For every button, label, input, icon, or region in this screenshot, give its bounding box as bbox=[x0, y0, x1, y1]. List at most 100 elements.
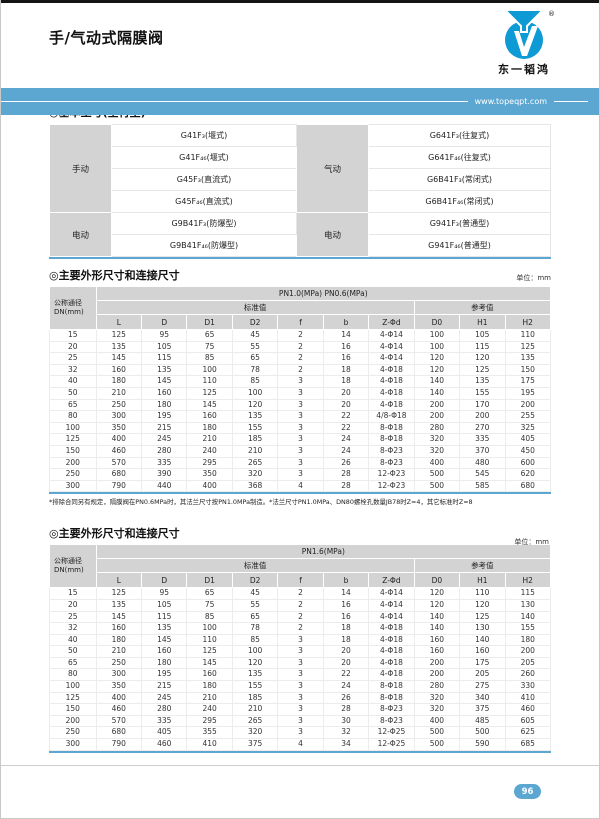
table-cell: 15 bbox=[49, 587, 97, 600]
table-cell: 125 bbox=[186, 645, 233, 658]
table-cell: 200 bbox=[459, 410, 506, 423]
standard-values-header: 标准值 bbox=[95, 300, 415, 315]
table-cell: 325 bbox=[504, 422, 552, 435]
table-cell: 240 bbox=[186, 445, 233, 458]
table-cell: 320 bbox=[231, 468, 279, 481]
table-cell: 140 bbox=[504, 611, 552, 624]
table-cell: 320 bbox=[413, 692, 461, 705]
table-cell: 110 bbox=[504, 329, 552, 342]
table-cell: 8-Φ18 bbox=[368, 422, 415, 435]
standard-values-header: 标准值 bbox=[95, 558, 415, 574]
table-cell: 440 bbox=[141, 480, 188, 493]
table-cell: 28 bbox=[322, 480, 370, 493]
table-cell: 400 bbox=[95, 433, 143, 446]
table-row: 200 570 335 295 265 3 26 8-Φ23 400 480 600 bbox=[49, 457, 552, 470]
table-cell: 100 bbox=[49, 680, 97, 693]
table-row: 32 160 135 100 78 2 18 4-Φ18 120 125 150 bbox=[49, 364, 552, 377]
pressure-header: PN1.0(MPa) PN0.6(MPa) bbox=[95, 286, 552, 301]
model-cell: G641F₄₆(往复式) bbox=[368, 146, 551, 169]
column-header: D2 bbox=[231, 572, 279, 589]
table-cell: 680 bbox=[95, 726, 143, 740]
table-cell: 28 bbox=[322, 703, 370, 716]
table-cell: 140 bbox=[413, 387, 461, 400]
table-cell: 280 bbox=[413, 422, 461, 435]
table-cell: 8-Φ23 bbox=[368, 457, 415, 470]
table-cell: 255 bbox=[504, 410, 552, 423]
table-cell: 210 bbox=[186, 692, 233, 705]
table-cell: 4-Φ18 bbox=[368, 364, 415, 377]
table-cell: 65 bbox=[231, 352, 279, 365]
group-label-pneumatic: 气动 bbox=[296, 124, 369, 213]
registered-mark: ® bbox=[548, 10, 555, 18]
reference-values-header: 参考值 bbox=[413, 558, 552, 574]
table-cell: 200 bbox=[413, 399, 461, 412]
table-row: 150 460 280 240 210 3 24 8-Φ23 320 370 450 bbox=[49, 445, 552, 458]
table-cell: 65 bbox=[231, 611, 279, 624]
table-row: 15 125 95 65 45 2 14 4-Φ14 120 110 115 bbox=[49, 587, 552, 600]
table-cell: 145 bbox=[141, 634, 188, 647]
table-row: 65 250 180 145 120 3 20 4-Φ18 200 175 205 bbox=[49, 657, 552, 670]
table-cell: 200 bbox=[504, 645, 552, 658]
table-cell: 2 bbox=[277, 611, 324, 624]
table-row: 50 210 160 125 100 3 20 4-Φ18 140 155 195 bbox=[49, 387, 552, 400]
model-cell: G941F₄₆(普通型) bbox=[368, 234, 551, 257]
table-cell: 210 bbox=[231, 445, 279, 458]
table-cell: 210 bbox=[95, 645, 143, 658]
table-cell: 265 bbox=[231, 715, 279, 728]
table-cell: 368 bbox=[231, 480, 279, 493]
table-cell: 620 bbox=[504, 468, 552, 481]
table-cell: 75 bbox=[186, 341, 233, 354]
table-cell: 185 bbox=[231, 433, 279, 446]
table-row: 50 210 160 125 100 3 20 4-Φ18 160 160 200 bbox=[49, 645, 552, 658]
top-border bbox=[1, 0, 599, 3]
table-cell: 125 bbox=[95, 329, 143, 342]
table-cell: 180 bbox=[95, 375, 143, 388]
table-cell: 150 bbox=[49, 445, 97, 458]
table-cell: 245 bbox=[141, 433, 188, 446]
model-cell: G941F₃(普通型) bbox=[368, 212, 551, 235]
table-row: G41F₄₆(堰式) G641F₄₆(往复式) bbox=[50, 146, 551, 169]
column-header: D1 bbox=[186, 314, 233, 330]
table-cell: 3 bbox=[277, 634, 324, 647]
table-cell: 175 bbox=[459, 657, 506, 670]
table-cell: 410 bbox=[504, 692, 552, 705]
table-cell: 195 bbox=[141, 410, 188, 423]
table-cell: 3 bbox=[277, 387, 324, 400]
table-row: 300 790 460 410 375 4 34 12-Φ25 500 590 685 bbox=[49, 738, 552, 751]
table-cell: 130 bbox=[504, 599, 552, 612]
table-cell: 15 bbox=[49, 329, 97, 342]
table-cell: 3 bbox=[277, 657, 324, 670]
table-cell: 3 bbox=[277, 433, 324, 446]
table-cell: 18 bbox=[322, 634, 370, 647]
table-cell: 3 bbox=[277, 410, 324, 423]
column-header: b bbox=[322, 572, 370, 589]
table-cell: 115 bbox=[504, 587, 552, 600]
table-cell: 34 bbox=[322, 738, 370, 751]
table-cell: 32 bbox=[49, 622, 97, 635]
table-header-row: 公称通径 DN(mm) PN1.0(MPa) PN0.6(MPa) bbox=[49, 286, 552, 330]
table-cell: 295 bbox=[186, 457, 233, 470]
column-header: f bbox=[277, 572, 324, 589]
table-cell: 50 bbox=[49, 387, 97, 400]
table-cell: 3 bbox=[277, 726, 324, 740]
table-body: 15 125 95 65 45 2 14 4-Φ14 100 105 110 20 135 105 75 55… bbox=[49, 329, 552, 493]
table-row: 125 400 245 210 185 3 24 8-Φ18 320 335 405 bbox=[49, 433, 552, 446]
table-row: 20 135 105 75 55 2 16 4-Φ14 100 115 125 bbox=[49, 341, 552, 354]
model-cell: G41F₃(堰式) bbox=[111, 124, 297, 147]
table-cell: 160 bbox=[95, 622, 143, 635]
table-cell: 2 bbox=[277, 329, 324, 342]
table-cell: 110 bbox=[459, 587, 506, 600]
table-cell: 14 bbox=[322, 329, 370, 342]
table-cell: 335 bbox=[141, 715, 188, 728]
table-cell: 8-Φ23 bbox=[368, 703, 415, 716]
table-cell: 400 bbox=[413, 457, 461, 470]
table-cell: 12-Φ25 bbox=[368, 726, 415, 740]
column-header: D0 bbox=[413, 314, 461, 330]
table-cell: 175 bbox=[504, 375, 552, 388]
table-row: G45F₃(直流式) G6B41F₃(常闭式) bbox=[50, 168, 551, 191]
table-row: 15 125 95 65 45 2 14 4-Φ14 100 105 110 bbox=[49, 329, 552, 342]
model-cell: G9B41F₄₆(防爆型) bbox=[111, 234, 297, 257]
table-cell: 22 bbox=[322, 668, 370, 682]
banner-rule-left bbox=[1, 101, 468, 102]
table-cell: 410 bbox=[186, 738, 233, 751]
